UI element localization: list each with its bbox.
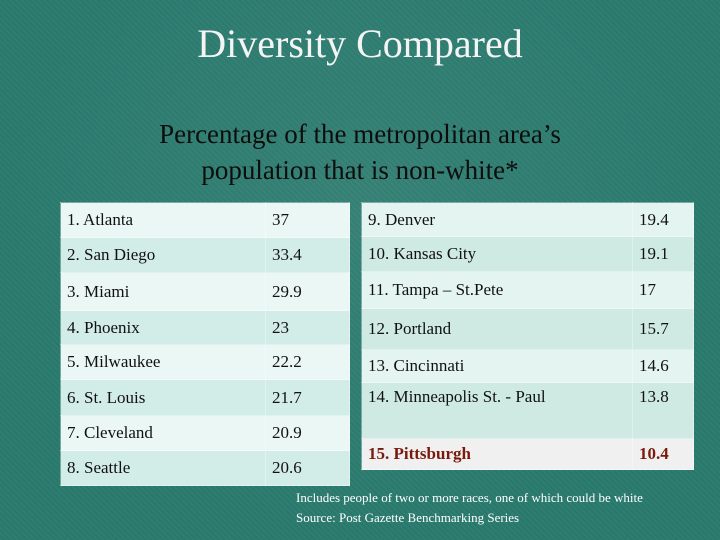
city-name: 5. Milwaukee (60, 344, 266, 380)
city-percentage: 37 (265, 202, 350, 238)
city-percentage: 10.4 (632, 438, 694, 470)
left-city-table: 1. Atlanta 37 2. San Diego 33.4 3. Miami… (60, 202, 350, 486)
city-percentage: 29.9 (265, 272, 350, 311)
table-row: 11. Tampa – St.Pete 17 (361, 271, 694, 309)
city-percentage: 13.8 (632, 382, 694, 439)
city-name: 7. Cleveland (60, 415, 266, 451)
slide-title: Diversity Compared (197, 21, 523, 66)
city-name: 2. San Diego (60, 237, 266, 273)
city-name: 1. Atlanta (60, 202, 266, 238)
city-name: 15. Pittsburgh (361, 438, 633, 470)
table-row: 1. Atlanta 37 (60, 202, 350, 238)
table-row: 3. Miami 29.9 (60, 272, 350, 311)
city-percentage: 19.4 (632, 202, 694, 237)
footnote: Includes people of two or more races, on… (296, 490, 643, 505)
city-name: 14. Minneapolis St. - Paul (361, 382, 633, 439)
table-row: 5. Milwaukee 22.2 (60, 344, 350, 380)
city-percentage: 17 (632, 271, 694, 309)
table-row: 14. Minneapolis St. - Paul 13.8 (361, 382, 694, 439)
table-row: 4. Phoenix 23 (60, 310, 350, 345)
city-percentage: 20.9 (265, 415, 350, 451)
table-row: 7. Cleveland 20.9 (60, 415, 350, 451)
table-row: 6. St. Louis 21.7 (60, 379, 350, 416)
subtitle-line-1: Percentage of the metropolitan area’s (159, 119, 561, 149)
city-name: 12. Portland (361, 308, 633, 350)
city-name: 6. St. Louis (60, 379, 266, 416)
city-percentage: 14.6 (632, 349, 694, 383)
city-name: 10. Kansas City (361, 236, 633, 272)
table-row: 2. San Diego 33.4 (60, 237, 350, 273)
city-percentage: 15.7 (632, 308, 694, 350)
table-row: 8. Seattle 20.6 (60, 450, 350, 486)
city-name: 8. Seattle (60, 450, 266, 486)
table-row-highlight: 15. Pittsburgh 10.4 (361, 438, 694, 470)
city-percentage: 23 (265, 310, 350, 345)
city-name: 9. Denver (361, 202, 633, 237)
city-percentage: 20.6 (265, 450, 350, 486)
city-name: 4. Phoenix (60, 310, 266, 345)
city-percentage: 19.1 (632, 236, 694, 272)
source-note: Source: Post Gazette Benchmarking Series (296, 510, 520, 525)
table-row: 10. Kansas City 19.1 (361, 236, 694, 272)
right-city-table: 9. Denver 19.4 10. Kansas City 19.1 11. … (361, 202, 694, 470)
city-percentage: 22.2 (265, 344, 350, 380)
table-row: 12. Portland 15.7 (361, 308, 694, 350)
city-name: 11. Tampa – St.Pete (361, 271, 633, 309)
subtitle-line-2: population that is non-white* (201, 155, 519, 185)
table-row: 9. Denver 19.4 (361, 202, 694, 237)
city-percentage: 33.4 (265, 237, 350, 273)
slide-subtitle: Percentage of the metropolitan area’s po… (60, 116, 660, 188)
city-name: 13. Cincinnati (361, 349, 633, 383)
city-percentage: 21.7 (265, 379, 350, 416)
table-row: 13. Cincinnati 14.6 (361, 349, 694, 383)
city-name: 3. Miami (60, 272, 266, 311)
